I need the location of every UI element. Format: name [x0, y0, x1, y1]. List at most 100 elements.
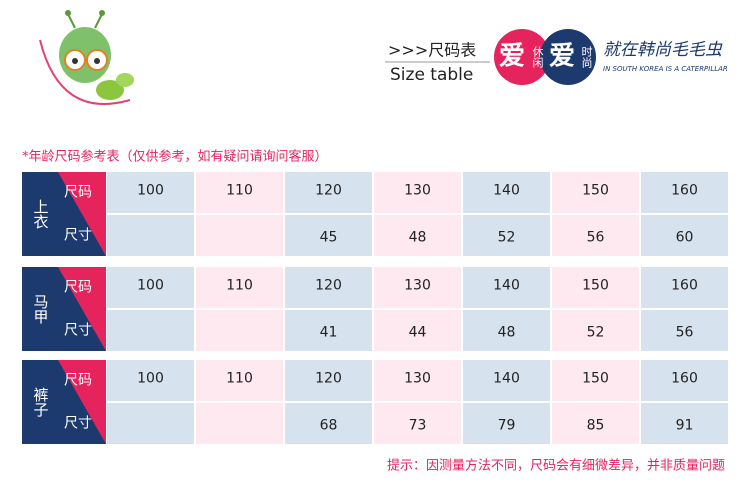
brand-sub: 休闲 [531, 46, 544, 68]
cell-value: 120 [315, 278, 342, 294]
table-cell [285, 267, 372, 308]
row-label: 尺码 [64, 185, 92, 201]
table-cell [463, 360, 550, 401]
group-label-shape [22, 360, 58, 444]
brand-circle-1 [494, 29, 550, 85]
cell-value: 160 [671, 278, 698, 294]
group-label: 裤子 [32, 387, 50, 417]
table-cell [374, 172, 461, 213]
table-cell [374, 267, 461, 308]
table-cell [196, 310, 283, 351]
table-cell [285, 172, 372, 213]
footer-note: 提示：因测量方法不同，尺码会有细微差异，并非质量问题 [387, 458, 725, 474]
table-cell [196, 215, 283, 256]
table-cell [641, 215, 728, 256]
table-cell [374, 215, 461, 256]
table-cell [196, 360, 283, 401]
table-cell [641, 267, 728, 308]
table-cell [285, 360, 372, 401]
cell-value: 45 [320, 230, 338, 246]
cell-value: 56 [587, 230, 605, 246]
cell-value: 140 [493, 183, 520, 199]
group-label: 马甲 [32, 294, 50, 324]
cell-value: 48 [498, 325, 516, 341]
cell-value: 85 [587, 418, 605, 434]
mascot [59, 10, 134, 100]
cell-value: 41 [320, 325, 338, 341]
cell-value: 60 [676, 230, 694, 246]
cell-value: 160 [671, 371, 698, 387]
table-cell [641, 360, 728, 401]
table-cell [107, 310, 194, 351]
note: *年龄尺码参考表（仅供参考，如有疑问请询问客服） [22, 149, 328, 165]
table-cell [285, 403, 372, 444]
cell-value: 140 [493, 278, 520, 294]
table-cell [374, 360, 461, 401]
table-cell [552, 215, 639, 256]
table-cell [641, 403, 728, 444]
group-label-diagonal [58, 360, 106, 444]
row-label: 尺码 [64, 373, 92, 389]
cell-value: 56 [676, 325, 694, 341]
cell-value: 48 [409, 230, 427, 246]
cell-value: 100 [137, 278, 164, 294]
row-label: 尺寸 [64, 416, 92, 432]
cell-value: 120 [315, 183, 342, 199]
cell-value: 100 [137, 183, 164, 199]
table-cell [641, 310, 728, 351]
group-label-shape [22, 172, 58, 256]
row-label: 尺码 [64, 280, 92, 296]
table-cell [552, 403, 639, 444]
group-label-diagonal [58, 172, 106, 256]
table-cell [463, 215, 550, 256]
group-label: 上衣 [32, 199, 50, 229]
table-cell [107, 215, 194, 256]
cell-value: 44 [409, 325, 427, 341]
table-cell [285, 215, 372, 256]
table-cell [107, 360, 194, 401]
cell-value: 110 [226, 183, 253, 199]
cell-value: 130 [404, 371, 431, 387]
title-cn: >>>尺码表 [388, 41, 476, 60]
table-cell [552, 172, 639, 213]
cell-value: 130 [404, 183, 431, 199]
brand-mark: 爱 [499, 42, 525, 72]
brand-slogan: 就在韩尚毛毛虫 [603, 40, 723, 60]
row-label: 尺寸 [64, 323, 92, 339]
cell-value: 100 [137, 371, 164, 387]
cell-value: 52 [498, 230, 516, 246]
cell-value: 150 [582, 371, 609, 387]
cell-value: 150 [582, 278, 609, 294]
cell-value: 120 [315, 371, 342, 387]
cell-value: 140 [493, 371, 520, 387]
table-cell [552, 310, 639, 351]
table-cell [107, 403, 194, 444]
table-cell [285, 310, 372, 351]
table-cell [107, 267, 194, 308]
cell-value: 73 [409, 418, 427, 434]
table-cell [463, 172, 550, 213]
brand-mark: 爱 [549, 42, 575, 72]
cell-value: 150 [582, 183, 609, 199]
title-en: Size table [390, 65, 473, 85]
cell-value: 79 [498, 418, 516, 434]
cell-value: 68 [320, 418, 338, 434]
group-label-diagonal [58, 267, 106, 351]
table-cell [641, 172, 728, 213]
table-cell [463, 310, 550, 351]
group-label-shape [22, 267, 58, 351]
table-cell [552, 360, 639, 401]
table-cell [374, 403, 461, 444]
table-cell [374, 310, 461, 351]
table-cell [107, 172, 194, 213]
row-label: 尺寸 [64, 228, 92, 244]
table-cell [196, 403, 283, 444]
cell-value: 130 [404, 278, 431, 294]
brand-sub: 时尚 [580, 46, 593, 69]
table-cell [463, 403, 550, 444]
cell-value: 110 [226, 371, 253, 387]
cell-value: 160 [671, 183, 698, 199]
decor-arc [39, 39, 131, 105]
